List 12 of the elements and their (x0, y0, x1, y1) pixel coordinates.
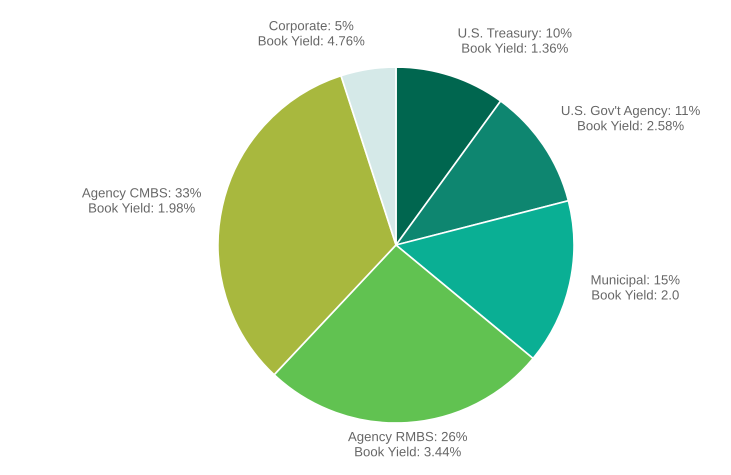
text: Book Yield: 1.98% (89, 202, 195, 213)
slice-label: U.S. Gov't Agency: 11% (562, 106, 700, 118)
text: Book Yield: 4.76% (258, 36, 364, 46)
slice-label: Agency RMBS: 26% (348, 432, 468, 444)
text: Book Yield: 3.44% (355, 446, 461, 456)
slice-label: Agency CMBS: 33% (82, 188, 201, 200)
text: Book Yield: 2.0 (592, 290, 679, 300)
text: Book Yield: 2.58% (578, 120, 684, 130)
slice-label: Corporate: 5% (269, 20, 354, 33)
slice-label: Municipal: 15% (592, 274, 680, 288)
slice-label: U.S. Treasury: 10% (458, 28, 572, 40)
text: Book Yield: 1.36% (462, 43, 568, 53)
